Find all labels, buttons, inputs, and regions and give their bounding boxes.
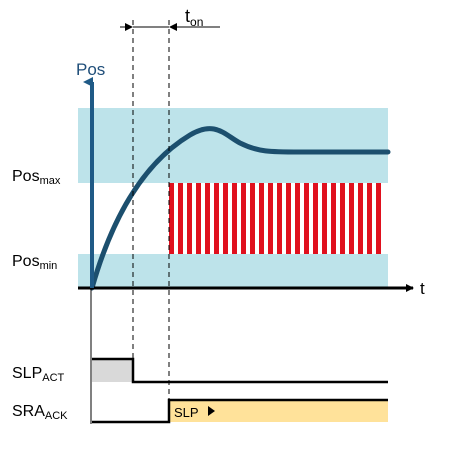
x-axis-label: t (420, 279, 425, 298)
sra-ack-state-label: SLP (174, 405, 199, 420)
pos-max-label: Posmax (12, 168, 61, 187)
error-stripe (178, 183, 183, 254)
pos-min-sub: min (40, 260, 58, 272)
ton-label: ton (185, 6, 203, 29)
y-axis-label: Pos (76, 60, 105, 79)
sra-ack-active-fill (169, 400, 388, 422)
slp-act-signal-line (92, 357, 388, 384)
error-stripe (277, 183, 282, 254)
error-stripe (286, 183, 291, 254)
slp-act-label: SLPACT (12, 365, 65, 384)
error-stripes (169, 183, 381, 254)
ton-label-sub: on (190, 15, 203, 29)
error-stripe (358, 183, 363, 254)
error-stripe (331, 183, 336, 254)
error-stripe (241, 183, 246, 254)
error-stripe (214, 183, 219, 254)
play-triangle-icon (208, 406, 215, 416)
error-stripe (349, 183, 354, 254)
error-stripe (376, 183, 381, 254)
pos-min-label: Posmin (12, 253, 57, 272)
sra-ack-sub: ACK (45, 410, 68, 422)
error-stripe (196, 183, 201, 254)
position-curve (89, 126, 391, 291)
sra-ack-label: SRAACK (12, 403, 68, 422)
error-stripe (313, 183, 318, 254)
error-stripe (259, 183, 264, 254)
error-stripe (322, 183, 327, 254)
error-stripe (232, 183, 237, 254)
error-stripe (169, 183, 174, 254)
error-stripe (268, 183, 273, 254)
pos-max-sub: max (40, 175, 61, 187)
error-stripe (304, 183, 309, 254)
error-stripe (295, 183, 300, 254)
error-stripe (340, 183, 345, 254)
lower-tolerance-band (78, 254, 388, 288)
sra-ack-signal-line (92, 398, 388, 424)
error-stripe (187, 183, 192, 254)
error-stripe (367, 183, 372, 254)
error-stripe (223, 183, 228, 254)
error-stripe (250, 183, 255, 254)
upper-tolerance-band (78, 108, 388, 183)
slp-act-active-fill (92, 359, 133, 382)
error-stripe (205, 183, 210, 254)
slp-act-sub: ACT (42, 372, 64, 384)
